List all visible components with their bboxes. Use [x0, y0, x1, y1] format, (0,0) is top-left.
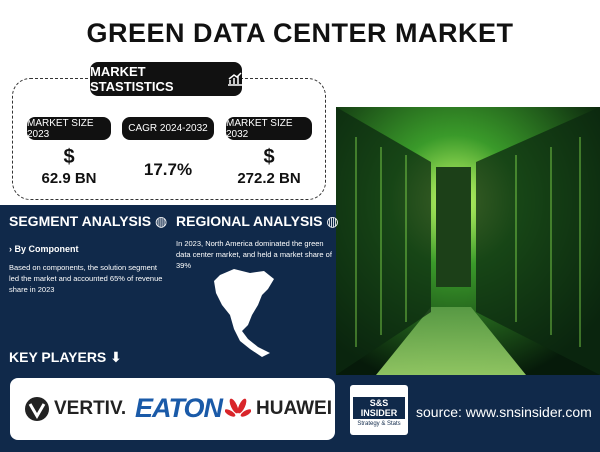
- company: VERTIV.: [54, 398, 127, 419]
- subtitle: › By Component: [9, 244, 79, 254]
- section-title-text: KEY PLAYERS: [9, 349, 107, 365]
- company: EATON: [135, 393, 223, 423]
- vertiv-icon: [25, 397, 49, 421]
- stat-value: 62.9 BN: [41, 170, 97, 187]
- currency: $: [263, 146, 275, 168]
- source: source: www.snsinsider.com: [416, 404, 592, 420]
- brand-logo: S&S INSIDER Strategy & Stats: [350, 385, 408, 435]
- players-box: VERTIV. EATON HUAWEI: [10, 378, 335, 440]
- company: HUAWEI: [256, 398, 332, 419]
- stats-label-text: MARKET STASTISTICS: [90, 64, 174, 94]
- brand-tagline: Strategy & Stats: [357, 421, 401, 427]
- regional-text: In 2023, North America dominated the gre…: [176, 239, 332, 270]
- stat-value: 17.7%: [143, 160, 193, 179]
- segment-text: Based on components, the solution segmen…: [9, 263, 163, 294]
- section-title: SEGMENT ANALYSIS ◍: [9, 213, 168, 229]
- stat-value: 272.2 BN: [237, 170, 301, 187]
- chart-icon: [228, 72, 242, 86]
- section-title-text: SEGMENT ANALYSIS: [9, 213, 152, 229]
- stats-label: MARKET STASTISTICS: [90, 62, 242, 96]
- currency: $: [63, 146, 75, 168]
- north-america-map: [214, 269, 274, 357]
- data-center-photo: [336, 107, 600, 375]
- stat-label: CAGR 2024-2032: [122, 117, 214, 140]
- stat-label: MARKET SIZE 2023: [27, 117, 111, 140]
- section-title: KEY PLAYERS ⬇: [9, 349, 122, 365]
- section-title: REGIONAL ANALYSIS ◍: [176, 213, 339, 229]
- title: GREEN DATA CENTER MARKET: [86, 18, 514, 48]
- huawei-icon: [225, 398, 251, 417]
- stat-label: MARKET SIZE 2032: [226, 117, 312, 140]
- brand-name: S&S INSIDER: [353, 397, 405, 419]
- section-title-text: REGIONAL ANALYSIS: [176, 213, 323, 229]
